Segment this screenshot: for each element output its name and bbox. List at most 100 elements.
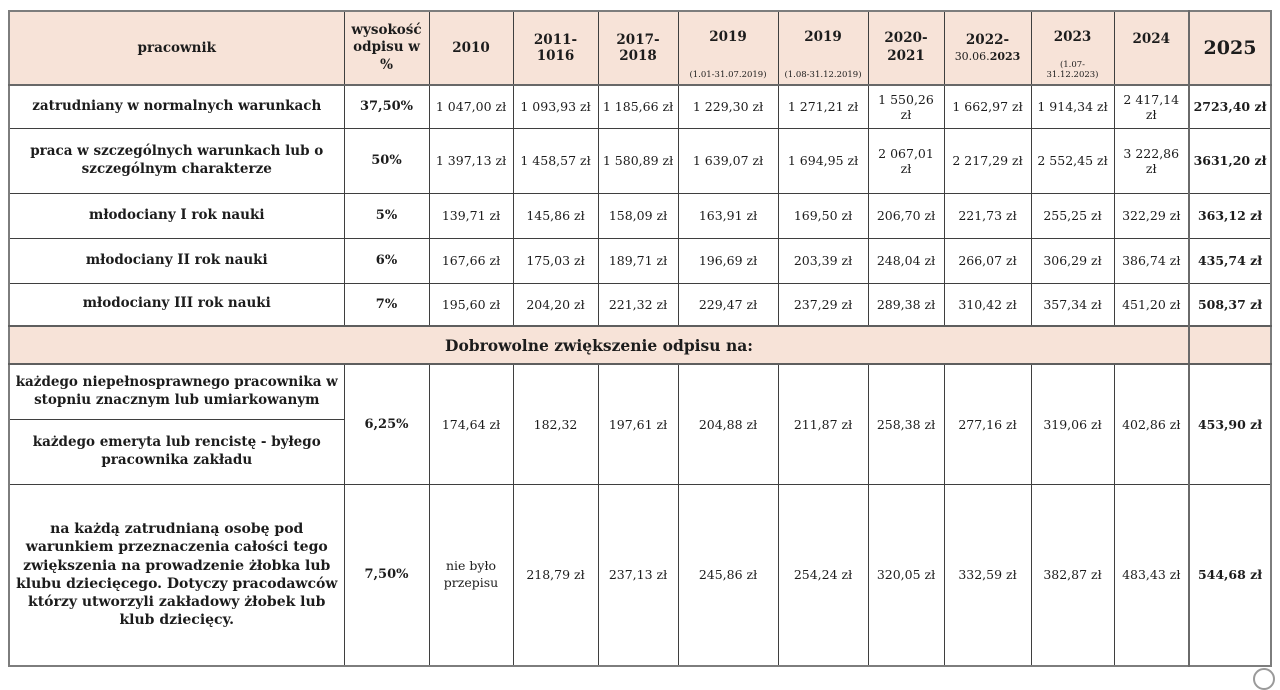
year-label: 2019 [804, 29, 842, 45]
percent-cell: 6,25% [343, 363, 430, 485]
money-cell: 2 217,29 zł [943, 127, 1032, 194]
money-cell: 258,38 zł [867, 363, 945, 485]
percent-cell: 7,50% [343, 483, 430, 667]
money-cell-2025: 508,37 zł [1188, 282, 1272, 327]
header-cell-pracownik: pracownik [8, 10, 345, 86]
percent-cell: 5% [343, 192, 430, 239]
year-label: 2024 [1132, 31, 1171, 47]
section-title: Dobrowolne zwiększenie odpisu na: [8, 325, 1190, 365]
money-cell: 255,25 zł [1030, 192, 1115, 239]
money-cell: 197,61 zł [597, 363, 679, 485]
money-cell: 221,73 zł [943, 192, 1032, 239]
row-label: młodociany III rok nauki [8, 282, 345, 327]
year-with-range: 2019 (1.01-31.07.2019) [682, 15, 775, 81]
row-label: każdego niepełnosprawnego pracownika w s… [8, 363, 345, 420]
money-cell: 237,29 zł [777, 282, 869, 327]
percent-cell: 50% [343, 127, 430, 194]
money-cell: 1 550,26 zł [867, 84, 945, 129]
year-line1: 2020- [884, 30, 928, 47]
money-cell: 1 694,95 zł [777, 127, 869, 194]
percent-cell: 7% [343, 282, 430, 327]
money-cell: 139,71 zł [428, 192, 514, 239]
money-cell: 386,74 zł [1113, 237, 1190, 284]
money-cell: 2 552,45 zł [1030, 127, 1115, 194]
money-cell: 266,07 zł [943, 237, 1032, 284]
row-label: młodociany II rok nauki [8, 237, 345, 284]
row-label: każdego emeryta lub rencistę - byłego pr… [8, 418, 345, 485]
section-header-row: Dobrowolne zwiększenie odpisu na: [8, 325, 1272, 365]
money-cell-2025: 3631,20 zł [1188, 127, 1272, 194]
year-with-range: 2023 (1.07-31.12.2023) [1035, 15, 1111, 81]
money-cell: 189,71 zł [597, 237, 679, 284]
money-cell: 3 222,86 zł [1113, 127, 1190, 194]
header-cell-2017-2018: 2017-2018 [597, 10, 679, 86]
money-cell: 1 458,57 zł [512, 127, 599, 194]
section-empty-cell [1188, 325, 1272, 365]
year-line2: 2021 [887, 48, 925, 64]
money-cell: 237,13 zł [597, 483, 679, 667]
money-cell: 1 047,00 zł [428, 84, 514, 129]
money-cell: 1 639,07 zł [677, 127, 779, 194]
table-row: zatrudniany w normalnych warunkach 37,50… [8, 84, 1272, 129]
percent-cell: 6% [343, 237, 430, 284]
money-cell: 145,86 zł [512, 192, 599, 239]
money-cell: 357,34 zł [1030, 282, 1115, 327]
money-cell: 2 067,01 zł [867, 127, 945, 194]
date-range-label: (1.01-31.07.2019) [689, 70, 767, 80]
table-row: młodociany II rok nauki 6% 167,66 zł 175… [8, 237, 1272, 284]
money-cell-2025: 544,68 zł [1188, 483, 1272, 667]
money-cell: 206,70 zł [867, 192, 945, 239]
header-cell-2010: 2010 [428, 10, 514, 86]
money-cell-2025: 453,90 zł [1188, 363, 1272, 485]
money-cell: 1 397,13 zł [428, 127, 514, 194]
money-cell: 204,88 zł [677, 363, 779, 485]
year-with-range: 2019 (1.08-31.12.2019) [782, 15, 865, 81]
money-cell: 382,87 zł [1030, 483, 1115, 667]
header-row: pracownik wysokość odpisu w % 2010 2011-… [8, 10, 1272, 86]
corner-mark [1253, 668, 1275, 690]
money-cell: 211,87 zł [777, 363, 869, 485]
money-cell: 229,47 zł [677, 282, 779, 327]
money-cell: 174,64 zł [428, 363, 514, 485]
table-row: młodociany I rok nauki 5% 139,71 zł 145,… [8, 192, 1272, 239]
money-cell: 1 229,30 zł [677, 84, 779, 129]
row-label: młodociany I rok nauki [8, 192, 345, 239]
money-cell-2025: 363,12 zł [1188, 192, 1272, 239]
header-cell-2020-2021: 2020- 2021 [867, 10, 945, 86]
money-cell: 322,29 zł [1113, 192, 1190, 239]
money-cell: 310,42 zł [943, 282, 1032, 327]
money-cell: 158,09 zł [597, 192, 679, 239]
year-label: 2023 [1053, 29, 1092, 45]
money-cell: 167,66 zł [428, 237, 514, 284]
table-row: na każdą zatrudnianą osobę pod warunkiem… [8, 483, 1272, 667]
date-range-label: (1.08-31.12.2019) [784, 70, 862, 80]
no-provision-cell: nie było przepisu [428, 483, 514, 667]
table-row: praca w szczególnych warunkach lub o szc… [8, 127, 1272, 194]
row-label: na każdą zatrudnianą osobę pod warunkiem… [8, 483, 345, 667]
money-cell: 245,86 zł [677, 483, 779, 667]
money-cell: 175,03 zł [512, 237, 599, 284]
year-top: 2024 [1118, 15, 1186, 81]
money-cell: 306,29 zł [1030, 237, 1115, 284]
money-cell: 2 417,14 zł [1113, 84, 1190, 129]
percent-cell: 37,50% [343, 84, 430, 129]
year-line1: 2022- [965, 32, 1010, 49]
row-label: praca w szczególnych warunkach lub o szc… [8, 127, 345, 194]
money-cell: 451,20 zł [1113, 282, 1190, 327]
money-cell: 195,60 zł [428, 282, 514, 327]
table-row: każdego emeryta lub rencistę - byłego pr… [8, 418, 1271, 485]
header-cell-2025: 2025 [1188, 10, 1272, 86]
money-cell: 204,20 zł [512, 282, 599, 327]
money-cell: 1 271,21 zł [777, 84, 869, 129]
money-cell: 1 580,89 zł [597, 127, 679, 194]
money-cell: 203,39 zł [777, 237, 869, 284]
money-cell-2025: 2723,40 zł [1188, 84, 1272, 129]
header-cell-2023: 2023 (1.07-31.12.2023) [1030, 10, 1115, 86]
row-label: zatrudniany w normalnych warunkach [8, 84, 345, 129]
money-cell: 289,38 zł [867, 282, 945, 327]
money-cell: 248,04 zł [867, 237, 945, 284]
money-cell: 277,16 zł [943, 363, 1032, 485]
money-cell: 1 185,66 zł [597, 84, 679, 129]
money-cell: 163,91 zł [677, 192, 779, 239]
table-row: młodociany III rok nauki 7% 195,60 zł 20… [8, 282, 1272, 327]
